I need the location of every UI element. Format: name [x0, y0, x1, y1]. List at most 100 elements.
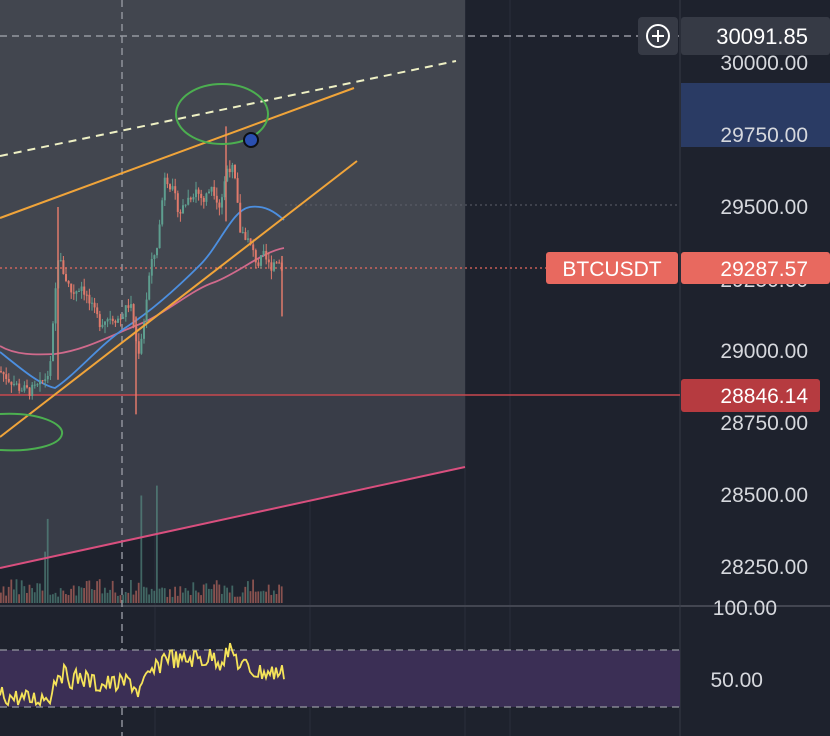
ma-pink-line	[0, 247, 285, 356]
volume-bar	[205, 583, 208, 603]
volume-bar	[36, 583, 39, 603]
candle-body	[215, 195, 218, 203]
drawing-anchor-marker[interactable]	[243, 132, 259, 148]
crosshair-price-label: 30091.85	[716, 24, 808, 49]
volume-bar	[114, 592, 117, 603]
volume-bar	[231, 585, 234, 603]
volume-bar	[221, 593, 223, 603]
rsi-line	[0, 642, 285, 707]
candle-body	[62, 260, 65, 275]
dashed-resistance-line	[0, 60, 457, 157]
candle-body	[252, 244, 255, 251]
candle-body	[104, 321, 106, 325]
candle-body	[85, 294, 88, 296]
volume-bar	[130, 579, 132, 603]
candle-body	[0, 371, 2, 373]
bottom-highlight-circle	[0, 412, 64, 452]
crosshair-price-tag[interactable]: 30091.85	[638, 17, 830, 55]
candle-body	[101, 324, 104, 328]
volume-bar	[210, 589, 213, 603]
volume-bar	[91, 589, 93, 603]
zone-upper	[0, 0, 465, 395]
candle-body	[187, 197, 190, 205]
candle-body	[130, 304, 132, 308]
candle-body	[127, 305, 130, 308]
candle-body	[257, 262, 260, 266]
candle-body	[28, 387, 31, 396]
volume-bar	[54, 592, 57, 603]
volume-bar	[31, 588, 33, 603]
volume-bar	[208, 588, 210, 603]
volume-bar	[239, 596, 241, 603]
level-price-tag: 28846.14	[681, 379, 820, 412]
candle-body	[226, 168, 229, 182]
candle-body	[13, 383, 15, 385]
volume-bar	[189, 594, 192, 603]
candle-body	[210, 186, 213, 192]
volume-bar	[80, 587, 83, 603]
price-axis-label: 29750.00	[720, 124, 808, 147]
crosshair-price-box	[681, 17, 830, 55]
candle-body	[176, 193, 179, 212]
candle-body	[239, 202, 242, 233]
candle-body	[70, 283, 73, 293]
volume-bar	[215, 580, 218, 603]
volume-bar	[85, 581, 88, 603]
volume-bar	[26, 592, 28, 603]
candle-body	[75, 291, 78, 294]
volume-bar	[179, 586, 182, 603]
candle-body	[26, 385, 28, 388]
volume-bar	[260, 591, 262, 603]
candle-body	[98, 314, 101, 328]
candle-body	[262, 250, 265, 256]
volume-bar	[273, 590, 275, 603]
price-axis-label: 28750.00	[720, 412, 808, 435]
symbol-tag-box	[546, 252, 678, 284]
candle-body	[137, 341, 140, 354]
volume-bar	[249, 591, 252, 603]
candle-body	[23, 385, 26, 391]
volume-bar	[28, 584, 31, 603]
candle-body	[158, 224, 161, 249]
last-price-label: 29287.57	[720, 258, 808, 281]
candle-body	[31, 384, 34, 396]
support-trend-line	[0, 466, 466, 569]
volume-bar	[106, 592, 109, 603]
volume-bar	[148, 594, 150, 603]
volume-bar	[18, 594, 20, 603]
lower-channel-line	[0, 160, 358, 438]
volume-bar	[109, 589, 111, 603]
candle-body	[114, 320, 117, 323]
price-highlight-band	[681, 83, 830, 147]
candle-body	[234, 164, 236, 179]
candle-body	[145, 299, 148, 322]
volume-bar	[161, 587, 163, 603]
candle-body	[208, 191, 210, 194]
volume-bar	[49, 594, 52, 603]
candle-body	[195, 189, 197, 198]
candle-body	[44, 379, 47, 382]
volume-bar	[101, 593, 104, 603]
volume-bar	[236, 596, 239, 603]
volume-bar	[280, 586, 283, 603]
trend-lines	[0, 60, 466, 569]
price-axis-label: 28500.00	[720, 484, 808, 507]
volume-bar	[119, 595, 122, 603]
rsi-axis: 100.00 50.00	[710, 597, 777, 692]
candle-body	[2, 372, 5, 375]
volume-bar	[83, 588, 85, 603]
channel-zone	[0, 0, 465, 568]
candle-body	[231, 164, 234, 173]
volume-bar	[44, 551, 46, 603]
candle-body	[192, 197, 195, 200]
candle-body	[221, 197, 223, 208]
volume-bar	[218, 584, 221, 603]
volume-bar	[145, 587, 148, 603]
volume-bar	[20, 580, 23, 603]
plus-circle-icon[interactable]	[646, 24, 670, 48]
candle-body	[148, 275, 151, 300]
last-price-tag: BTCUSDT 29287.57	[546, 252, 830, 284]
zone-lower	[0, 395, 465, 568]
candle-body	[20, 390, 23, 392]
